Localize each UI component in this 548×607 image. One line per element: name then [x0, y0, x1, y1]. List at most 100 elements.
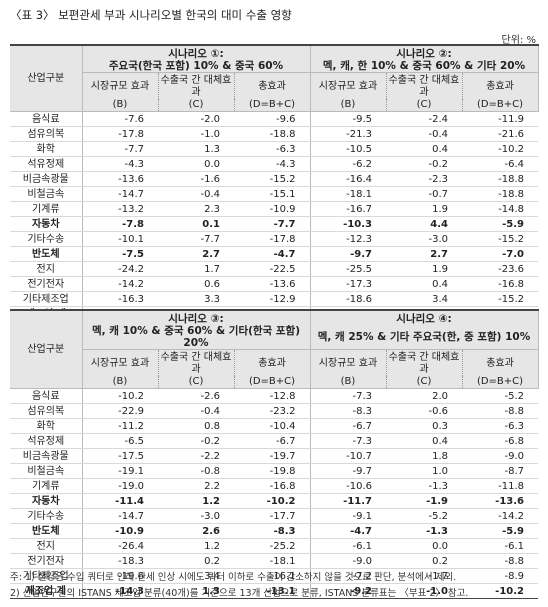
- value-cell: 1.3: [158, 583, 234, 599]
- value-cell: -0.8: [158, 463, 234, 479]
- value-cell: 2.3: [158, 201, 234, 217]
- value-cell: -16.4: [310, 171, 386, 187]
- industry-label: 기계류: [10, 478, 83, 494]
- value-cell: -17.3: [310, 276, 386, 292]
- value-cell: 3.3: [158, 291, 234, 307]
- industry-label: 비금속광물: [10, 171, 83, 187]
- industry-label: 섬유의복: [10, 126, 83, 142]
- table-row: 기타제조업 -19.6 3.4 -16.1 -7.2 -1.7 -8.9: [10, 568, 538, 584]
- value-cell: -8.3: [234, 523, 311, 539]
- value-cell: 3.4: [386, 291, 462, 307]
- value-cell: -19.0: [82, 478, 158, 494]
- table-bottom: 산업구분 시나리오 ③: 시나리오 ④: 멕, 캐 10% & 중국 60% & 기타…: [10, 309, 539, 599]
- value-cell: -12.8: [234, 388, 311, 404]
- value-cell: -7.2: [310, 568, 386, 584]
- value-cell: -18.8: [234, 126, 311, 142]
- sub-code: (C): [158, 99, 235, 112]
- industry-label: 자동차: [10, 493, 83, 509]
- value-cell: -7.7: [82, 141, 158, 157]
- col-label: 산업구분: [10, 44, 83, 112]
- value-cell: -9.7: [310, 463, 386, 479]
- value-cell: -7.6: [82, 111, 158, 127]
- value-cell: -13.1: [234, 583, 311, 599]
- value-cell: -4.3: [234, 156, 311, 172]
- value-cell: -14.8: [462, 201, 538, 217]
- value-cell: -18.8: [462, 171, 538, 187]
- footnotes: 주: 1) 철강은 수입 쿼터로 인해 관세 인상 시에도 쿼터 이하로 수출이…: [10, 570, 468, 602]
- value-cell: 2.7: [386, 246, 462, 262]
- table-row: 전기전자 -14.2 0.6 -13.6 -17.3 0.4 -16.8: [10, 276, 538, 292]
- value-cell: 2.7: [158, 246, 234, 262]
- value-cell: -21.6: [462, 126, 538, 142]
- table-row: 기타수송 -14.7 -3.0 -17.7 -9.1 -5.2 -14.2: [10, 508, 538, 524]
- value-cell: -0.7: [386, 186, 462, 202]
- value-cell: -10.7: [310, 448, 386, 464]
- value-cell: 3.4: [158, 568, 234, 584]
- value-cell: -6.8: [462, 433, 538, 449]
- table-row: 자동차 -11.4 1.2 -10.2 -11.7 -1.9 -13.6: [10, 493, 538, 509]
- industry-label: 제조업 계: [10, 583, 83, 599]
- industry-label: 비철금속: [10, 186, 83, 202]
- industry-label: 비금속광물: [10, 448, 83, 464]
- value-cell: -10.2: [462, 583, 538, 599]
- value-cell: -10.9: [234, 201, 311, 217]
- value-cell: 1.2: [158, 538, 234, 554]
- value-cell: -9.6: [234, 111, 311, 127]
- value-cell: -19.1: [82, 463, 158, 479]
- sub-code: (C): [386, 99, 463, 112]
- table-row: 전지 -24.2 1.7 -22.5 -25.5 1.9 -23.6: [10, 261, 538, 277]
- value-cell: -6.4: [462, 156, 538, 172]
- value-cell: -0.2: [386, 156, 462, 172]
- scenario-name: 시나리오 ④:: [310, 309, 539, 325]
- value-cell: -13.2: [82, 201, 158, 217]
- value-cell: -10.2: [234, 493, 311, 509]
- industry-label: 기계류: [10, 201, 83, 217]
- value-cell: -11.7: [310, 493, 386, 509]
- industry-label: 석유정제: [10, 433, 83, 449]
- scenario-name: 시나리오 ③:: [82, 309, 311, 325]
- footnote-1: 주: 1) 철강은 수입 쿼터로 인해 관세 인상 시에도 쿼터 이하로 수출이…: [10, 572, 457, 583]
- value-cell: -17.5: [82, 448, 158, 464]
- table-row: 음식료 -10.2 -2.6 -12.8 -7.3 2.0 -5.2: [10, 388, 538, 404]
- value-cell: -18.1: [234, 553, 311, 569]
- industry-label: 석유정제: [10, 156, 83, 172]
- value-cell: -0.4: [158, 186, 234, 202]
- value-cell: -14.2: [82, 276, 158, 292]
- value-cell: 0.6: [158, 276, 234, 292]
- industry-label: 비철금속: [10, 463, 83, 479]
- table-row: 비철금속 -14.7 -0.4 -15.1 -18.1 -0.7 -18.8: [10, 186, 538, 202]
- value-cell: -12.3: [310, 231, 386, 247]
- value-cell: -19.8: [234, 463, 311, 479]
- value-cell: 0.4: [386, 433, 462, 449]
- value-cell: -18.1: [310, 186, 386, 202]
- value-cell: -10.6: [310, 478, 386, 494]
- sub-header: 수출국 간 대체효과: [158, 349, 235, 376]
- value-cell: 2.2: [158, 478, 234, 494]
- table-row: 자동차 -7.8 0.1 -7.7 -10.3 4.4 -5.9: [10, 216, 538, 232]
- value-cell: -18.3: [82, 553, 158, 569]
- value-cell: -7.0: [462, 246, 538, 262]
- scenario-desc: 멕, 캐, 한 10% & 중국 60% & 기타 20%: [310, 60, 539, 73]
- value-cell: -8.9: [462, 568, 538, 584]
- value-cell: -7.7: [234, 216, 311, 232]
- value-cell: -14.7: [82, 186, 158, 202]
- value-cell: -9.2: [310, 583, 386, 599]
- value-cell: -11.2: [82, 418, 158, 434]
- sub-header: 시장규모 효과: [82, 72, 159, 99]
- value-cell: -8.8: [462, 553, 538, 569]
- value-cell: -18.8: [462, 186, 538, 202]
- value-cell: -2.2: [158, 448, 234, 464]
- value-cell: -7.3: [310, 433, 386, 449]
- table-row: 섬유의복 -22.9 -0.4 -23.2 -8.3 -0.6 -8.8: [10, 403, 538, 419]
- value-cell: -0.4: [386, 126, 462, 142]
- value-cell: -17.8: [82, 126, 158, 142]
- value-cell: -7.3: [310, 388, 386, 404]
- industry-label: 섬유의복: [10, 403, 83, 419]
- value-cell: 1.3: [158, 141, 234, 157]
- table-row: 비금속광물 -17.5 -2.2 -19.7 -10.7 1.8 -9.0: [10, 448, 538, 464]
- table-row: 화학 -11.2 0.8 -10.4 -6.7 0.3 -6.3: [10, 418, 538, 434]
- value-cell: -13.6: [234, 276, 311, 292]
- value-cell: -9.7: [310, 246, 386, 262]
- value-cell: -16.7: [310, 201, 386, 217]
- sub-header: 총효과: [462, 72, 539, 99]
